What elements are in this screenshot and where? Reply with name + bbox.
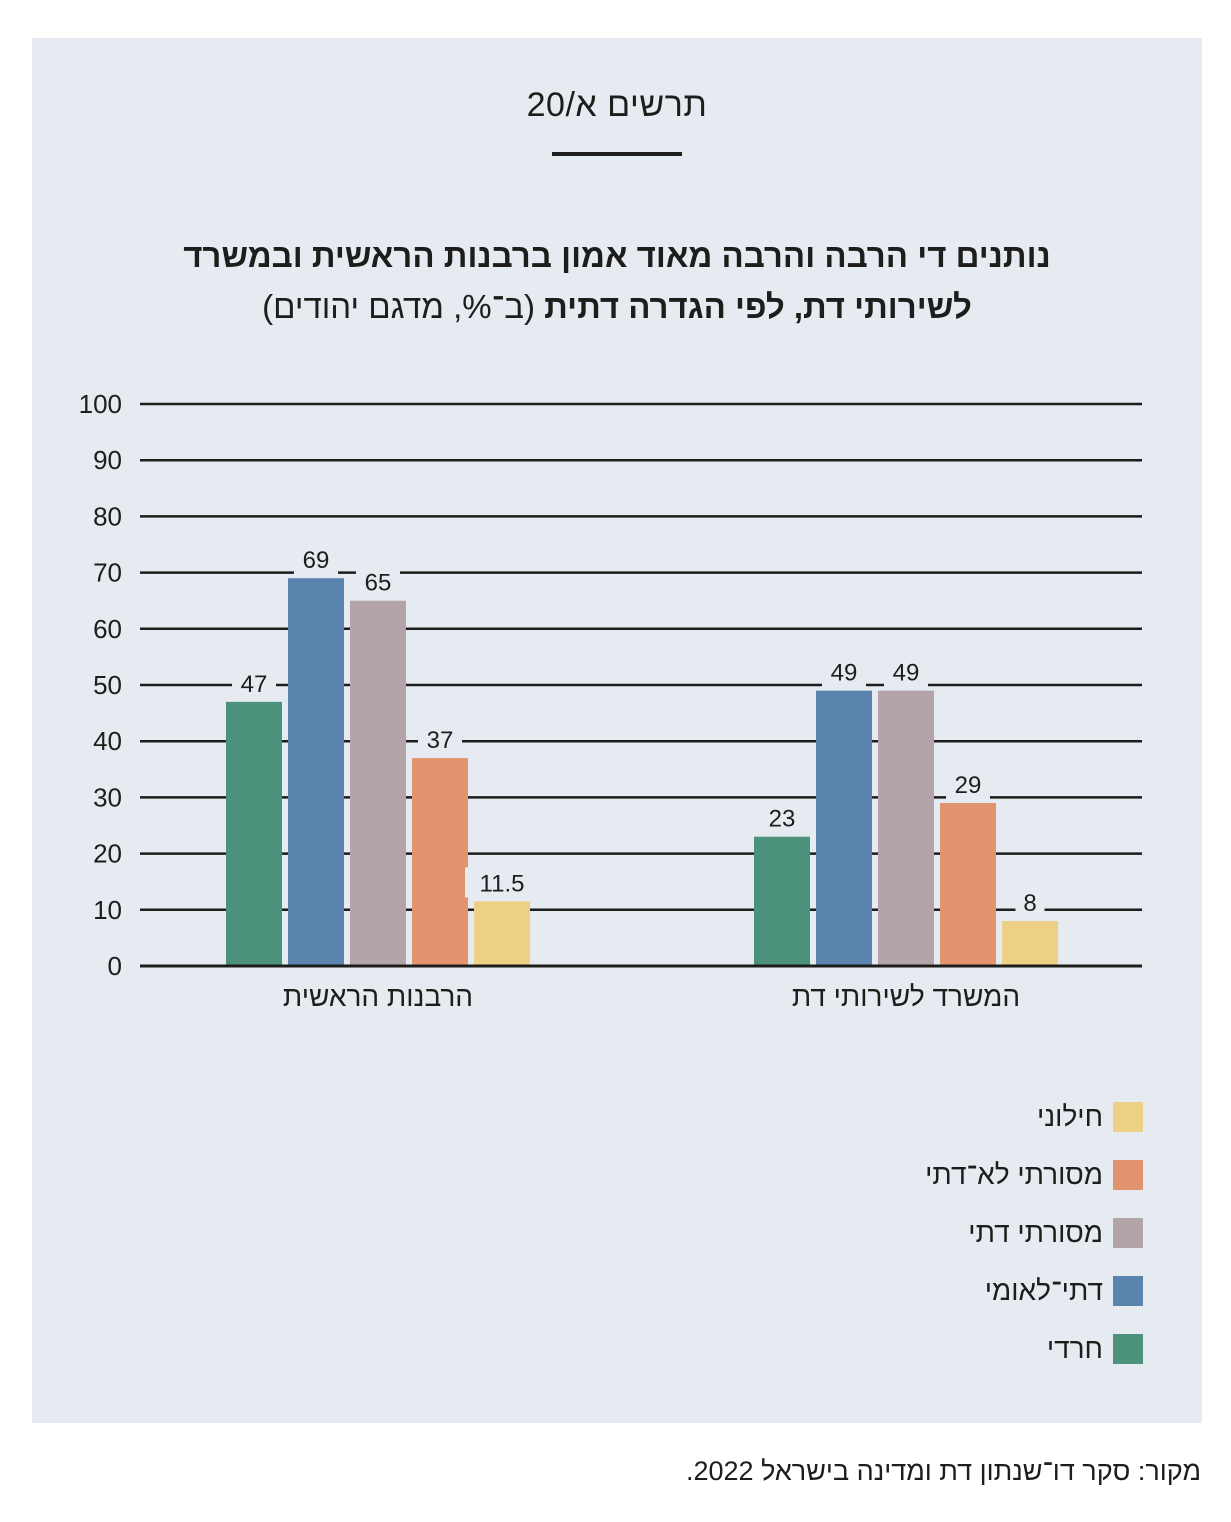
legend-swatch [1113, 1218, 1143, 1248]
chart-title-line1: נותנים די הרבה והרבה מאוד אמון ברבנות הר… [183, 237, 1051, 274]
legend-item: חרדי [743, 1320, 1143, 1378]
bar-label-backdrop [232, 667, 276, 698]
legend-label: חרדי [1046, 1333, 1103, 1364]
bar-value-label: 11.5 [480, 870, 525, 897]
x-category-label: המשרד לשירותי דת [792, 981, 1020, 1012]
bar-value-label: 49 [831, 660, 858, 687]
chart-title-line2: לשירותי דת, לפי הגדרה דתית (ב־%, מדגם יה… [72, 281, 1162, 332]
y-tick-label: 40 [93, 726, 122, 756]
y-tick-label: 70 [93, 558, 122, 588]
y-tick-label: 10 [93, 895, 122, 925]
y-tick-label: 30 [93, 782, 122, 812]
bar-label-backdrop [294, 544, 338, 575]
y-tick-label: 60 [93, 614, 122, 644]
chart-title: נותנים די הרבה והרבה מאוד אמון ברבנות הר… [72, 230, 1162, 332]
y-tick-label: 0 [108, 951, 122, 981]
bar [412, 758, 468, 965]
y-tick-label: 90 [93, 445, 122, 475]
bar-label-backdrop [465, 867, 539, 898]
figure-panel: תרשים א/20 נותנים די הרבה והרבה מאוד אמו… [32, 38, 1202, 1423]
legend-item: חילוני [743, 1088, 1143, 1146]
bar-label-backdrop [418, 724, 462, 755]
legend-label: דתי־לאומי [984, 1275, 1103, 1306]
bar-label-backdrop [884, 656, 928, 687]
bar [816, 690, 872, 965]
bar [878, 690, 934, 965]
legend-swatch [1113, 1334, 1143, 1364]
legend-item: מסורתי דתי [743, 1204, 1143, 1262]
legend-swatch [1113, 1102, 1143, 1132]
bar-label-backdrop [760, 802, 804, 833]
chart-legend: חילוני מסורתי לא־דתי מסורתי דתי דתי־לאומי חר… [743, 1088, 1143, 1378]
y-tick-label: 80 [93, 501, 122, 531]
bar-value-label: 37 [427, 727, 454, 754]
bar-label-backdrop [1015, 887, 1045, 918]
chart-title-line2-main: לשירותי דת, לפי הגדרה דתית [544, 288, 972, 325]
y-tick-label: 100 [79, 389, 122, 419]
source-note: מקור: סקר דו־שנתון דת ומדינה בישראל 2022… [685, 1456, 1201, 1486]
bar-label-backdrop [946, 769, 990, 800]
bar [754, 836, 810, 965]
legend-swatch [1113, 1276, 1143, 1306]
bar [226, 701, 282, 965]
bar [474, 901, 530, 965]
bar-chart: 0 10 20 30 40 50 60 70 80 90 100 47 69 65 37 11.5 הרבנות… [79, 389, 1142, 1012]
y-tick-label: 50 [93, 670, 122, 700]
bar-label-backdrop [822, 656, 866, 687]
legend-label: מסורתי לא־דתי [925, 1159, 1103, 1190]
legend-swatch [1113, 1160, 1143, 1190]
figure-label: תרשים א/20 [526, 86, 708, 124]
chart-title-line2-note: (ב־%, מדגם יהודים) [262, 288, 545, 325]
y-tick-label: 20 [93, 839, 122, 869]
figure-divider [552, 152, 682, 156]
bar [350, 600, 406, 965]
bar-value-label: 47 [241, 671, 268, 698]
bar-value-label: 69 [303, 547, 330, 574]
x-category-label: הרבנות הראשית [283, 981, 473, 1012]
legend-item: דתי־לאומי [743, 1262, 1143, 1320]
bar-value-label: 23 [769, 806, 796, 833]
bar-value-label: 49 [893, 660, 920, 687]
legend-label: מסורתי דתי [968, 1217, 1103, 1248]
legend-item: מסורתי לא־דתי [743, 1146, 1143, 1204]
bar-value-label: 65 [365, 570, 392, 597]
bar-value-label: 29 [955, 772, 982, 799]
bar-label-backdrop [356, 566, 400, 597]
bar [1002, 921, 1058, 965]
bar-value-label: 8 [1023, 890, 1036, 917]
bar [940, 803, 996, 965]
bar [288, 578, 344, 965]
legend-label: חילוני [1037, 1101, 1103, 1132]
